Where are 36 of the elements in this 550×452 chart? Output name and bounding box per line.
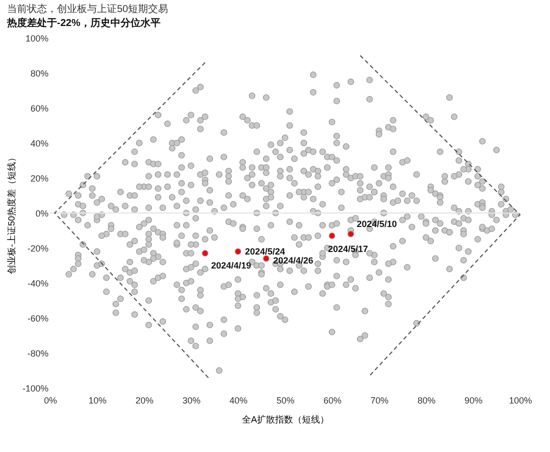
y-tick-label: -20% [27,244,48,254]
point [262,255,270,262]
y-tick-label: 0% [35,208,48,218]
annotation: 2024/5/17 [328,244,368,254]
annotation: 2024/5/24 [245,246,286,256]
y-tick-label: 40% [30,138,48,148]
annotation: 2024/4/19 [211,260,252,270]
y-tick-label: 60% [30,104,48,114]
x-tick-label: 80% [417,396,436,406]
point [328,232,336,240]
x-tick-label: 100% [508,396,532,406]
x-axis-title: 全A扩散指数（短线） [242,414,330,424]
y-tick-label: 20% [30,174,48,184]
chart-title: 当前状态，创业板与上证50短期交易 [6,3,168,15]
y-tick-label: 100% [25,34,48,44]
annotation: 2024/5/10 [356,219,397,229]
point [348,230,354,238]
point [202,250,208,257]
x-tick-label: 0% [44,396,58,406]
x-tick-label: 30% [182,396,201,406]
y-tick-label: -80% [27,348,48,358]
y-tick-label: 80% [30,68,48,78]
x-tick-label: 10% [88,396,107,406]
x-tick-label: 60% [323,396,342,406]
x-tick-label: 90% [464,396,483,406]
y-tick-label: -60% [27,314,48,324]
x-tick-label: 70% [370,396,389,406]
x-tick-label: 40% [229,396,248,406]
annotation: 2024/4/26 [273,256,314,266]
x-tick-label: 20% [135,396,154,406]
y-axis-title: 创业板-上证50热度差（短线） [6,152,16,274]
y-tick-label: -100% [22,384,48,394]
x-tick-label: 50% [276,396,295,406]
y-tick-label: -40% [27,278,48,288]
point [234,248,242,255]
chart-subtitle: 热度差处于-22%，历史中分位水平 [6,17,160,29]
